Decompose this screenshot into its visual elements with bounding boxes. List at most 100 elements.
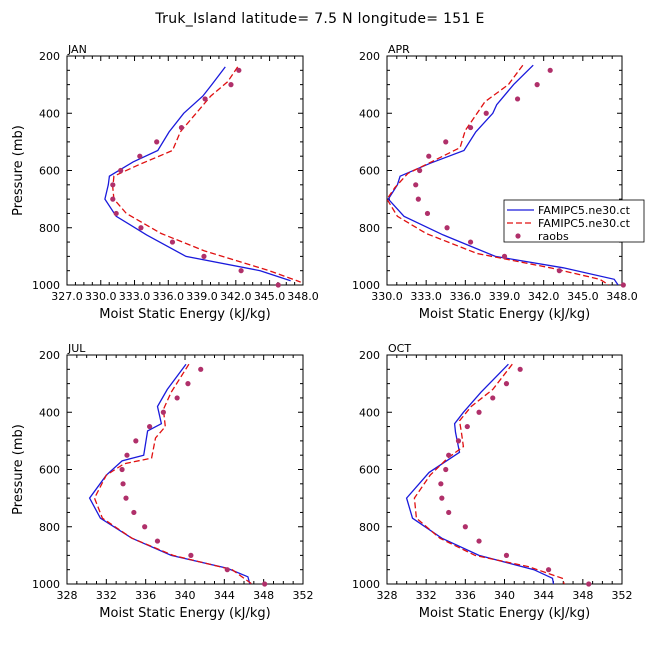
x-tick-label: 340 (494, 589, 515, 602)
raobs-point (202, 96, 208, 102)
x-tick-label: 332 (96, 589, 117, 602)
x-tick-label: 336 (135, 589, 156, 602)
raobs-point (586, 581, 592, 587)
y-tick-label: 400 (39, 406, 60, 419)
plot-frame (386, 354, 623, 585)
y-tick-label: 800 (39, 521, 60, 534)
raobs-point (174, 395, 180, 401)
raobs-point (138, 225, 144, 231)
x-tick-label: 342.0 (528, 290, 560, 303)
series-line-solid (88, 363, 251, 584)
y-axis-label: Pressure (mb) (11, 424, 26, 515)
y-tick-label: 800 (359, 222, 380, 235)
y-tick-label: 1000 (352, 578, 380, 591)
x-tick-label: 348 (572, 589, 593, 602)
series-line-solid (387, 64, 619, 285)
panel-label: JAN (67, 43, 87, 56)
plot-frame (66, 354, 304, 585)
raobs-point (133, 438, 139, 444)
raobs-point (444, 225, 450, 231)
panel-label: JUL (67, 342, 86, 355)
series-line-solid (405, 363, 555, 584)
x-tick-label: 328 (57, 589, 78, 602)
raobs-point (464, 423, 470, 430)
y-tick-label: 200 (359, 349, 380, 362)
raobs-point (178, 124, 185, 131)
panel-label: OCT (388, 342, 411, 355)
raobs-point (467, 239, 474, 245)
plot-frame (386, 55, 623, 286)
raobs-point (443, 466, 449, 473)
panel-jan: JAN 327.0 330.0 333.0 336.0 339.0 342.0 345.0 34… (11, 43, 319, 322)
raobs-point (534, 82, 540, 88)
y-tick-label: 1000 (32, 279, 60, 292)
x-tick-label: 342.0 (220, 290, 252, 303)
raobs-point (503, 381, 510, 387)
raobs-point (462, 524, 468, 530)
raobs-point (490, 395, 496, 401)
raobs-point (483, 110, 489, 116)
x-tick-label: 344 (533, 589, 554, 602)
x-tick-label: 348.0 (287, 290, 319, 303)
x-tick-label: 327.0 (51, 290, 83, 303)
raobs-point (413, 182, 419, 188)
raobs-point (188, 552, 194, 558)
raobs-point (154, 139, 160, 145)
raobs-point (118, 167, 124, 174)
raobs-point (501, 253, 508, 259)
raobs-point (517, 366, 523, 372)
x-tick-label: 328 (377, 589, 398, 602)
raobs-point (119, 466, 125, 473)
raobs-point (439, 495, 445, 501)
y-tick-label: 600 (39, 464, 60, 477)
x-tick-label: 330.0 (371, 290, 403, 303)
raobs-point (417, 167, 423, 174)
y-tick-label: 1000 (352, 279, 380, 292)
series-line-dashed (93, 363, 253, 584)
x-tick-label: 344 (214, 589, 235, 602)
raobs-point (228, 82, 234, 88)
x-axis-label: Moist Static Energy (kJ/kg) (419, 307, 590, 322)
x-tick-label: 340 (175, 589, 196, 602)
raobs-point (113, 210, 119, 217)
plot-frame (66, 55, 304, 286)
x-tick-label: 339.0 (186, 290, 218, 303)
raobs-point (424, 210, 431, 217)
x-tick-label: 352 (293, 589, 314, 602)
y-tick-label: 200 (359, 50, 380, 63)
series-line-dashed (413, 363, 565, 584)
y-tick-label: 600 (359, 165, 380, 178)
raobs-point (238, 268, 244, 274)
panel-apr: APR 330.0 333.0 336.0 339.0 342.0 345.0 348.0 20… (352, 43, 638, 322)
raobs-point (426, 153, 432, 159)
legend-raobs-marker (515, 233, 521, 239)
raobs-point (514, 96, 521, 102)
x-axis-label: Moist Static Energy (kJ/kg) (99, 307, 270, 322)
x-tick-label: 333.0 (119, 290, 151, 303)
raobs-point (142, 524, 148, 530)
raobs-point (620, 282, 626, 288)
raobs-point (547, 67, 553, 73)
figure-title: Truk_Island latitude= 7.5 N longitude= 1… (154, 11, 484, 27)
raobs-point (467, 124, 474, 131)
raobs-point (160, 409, 166, 415)
legend-label: FAMIPC5.ne30.ct (538, 204, 631, 217)
raobs-point (262, 581, 268, 587)
x-tick-label: 348.0 (606, 290, 638, 303)
raobs-point (236, 67, 242, 73)
legend-box (503, 199, 645, 243)
raobs-point (443, 139, 449, 145)
raobs-point (224, 567, 230, 573)
raobs-point (169, 239, 176, 245)
raobs-point (415, 196, 421, 202)
raobs-point (137, 153, 143, 159)
y-tick-label: 400 (359, 406, 380, 419)
x-tick-label: 348 (253, 589, 274, 602)
raobs-point (476, 538, 482, 544)
series-line-dashed (387, 64, 610, 285)
series-line-dashed (112, 66, 301, 283)
y-tick-label: 400 (359, 107, 380, 120)
